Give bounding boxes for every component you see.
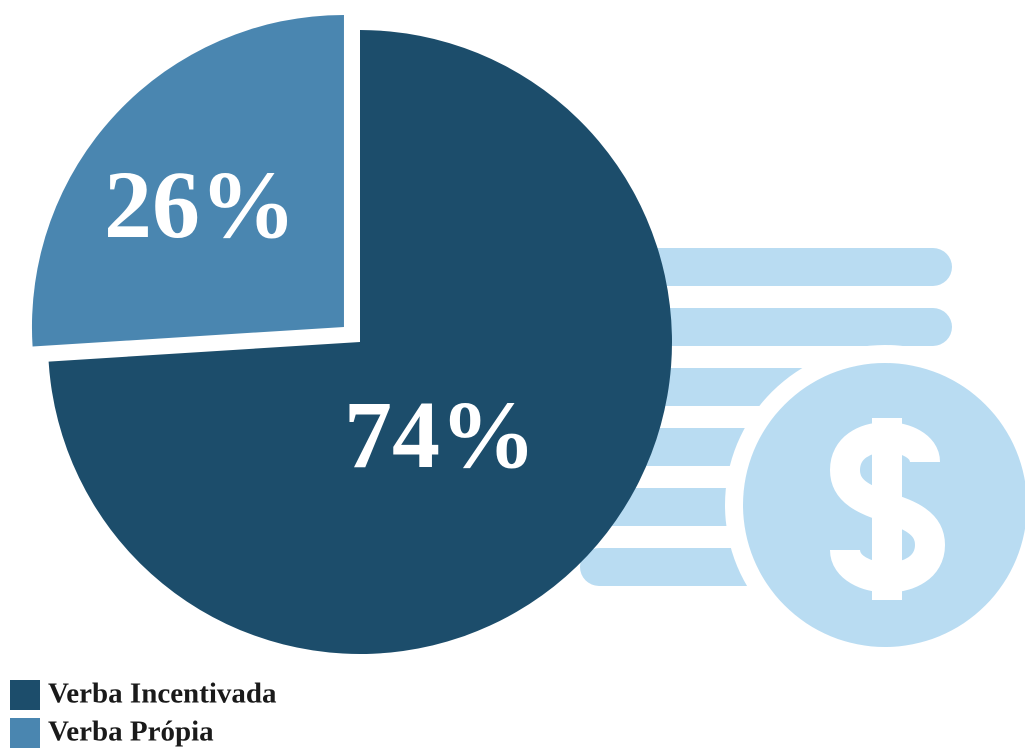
pie-slice [31, 14, 344, 347]
pie: 74% 26% [31, 14, 672, 654]
coin-decoration [580, 248, 1025, 665]
legend-swatch [10, 680, 40, 710]
legend-label: Verba Incentivada [48, 678, 277, 710]
legend: Verba Incentivada Verba Própia [10, 678, 277, 748]
legend-label: Verba Própia [48, 716, 214, 748]
dollar-sign [829, 418, 946, 600]
slice-label: 26% [104, 151, 296, 258]
slice-label: 74% [344, 381, 536, 488]
pie-slice [48, 30, 672, 654]
legend-swatch [10, 718, 40, 748]
coin-stripe [580, 248, 952, 286]
coin-stripe [580, 308, 952, 346]
